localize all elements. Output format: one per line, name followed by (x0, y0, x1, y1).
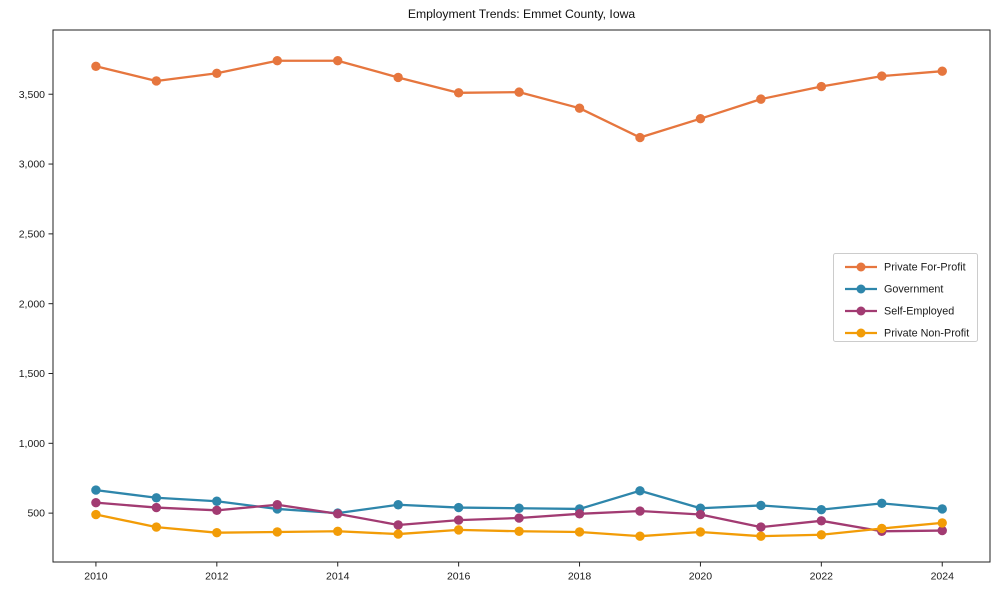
x-tick-label: 2010 (84, 571, 108, 583)
data-point-marker (877, 498, 887, 509)
series-private-for-profit (91, 56, 947, 143)
data-point-marker (877, 71, 887, 81)
series-private-non-profit (91, 509, 947, 541)
x-tick-label: 2016 (447, 571, 471, 583)
x-tick-label: 2014 (326, 571, 350, 583)
plot-frame (52, 29, 991, 563)
data-point-marker (151, 502, 162, 513)
legend-marker (856, 284, 866, 294)
data-point-marker (212, 505, 222, 516)
legend: Private For-Profit Government Self-Employe… (833, 253, 978, 342)
data-point-marker (151, 493, 162, 503)
data-point-marker (453, 502, 464, 513)
legend-entry-self-employed: Self-Employed (845, 306, 954, 318)
legend-marker (856, 306, 866, 316)
x-tick-label: 2018 (568, 571, 592, 583)
legend-label: Private For-Profit (884, 262, 966, 274)
data-point-marker (393, 529, 403, 539)
data-point-marker (453, 515, 464, 525)
data-point-marker (937, 66, 947, 76)
legend-label: Government (884, 284, 943, 296)
data-point-marker (393, 500, 403, 510)
data-point-marker (91, 61, 101, 72)
x-tick-label: 2020 (689, 571, 713, 583)
chart-title: Employment Trends: Emmet County, Iowa (407, 7, 636, 21)
data-point-marker (816, 516, 827, 526)
legend-marker (856, 262, 866, 272)
data-point-marker (635, 132, 645, 143)
y-tick-label: 3,500 (19, 89, 45, 101)
data-point-marker (333, 56, 343, 66)
series-self-employed (91, 497, 947, 536)
data-point-marker (514, 503, 524, 513)
data-point-marker (756, 522, 766, 532)
data-point-marker (514, 526, 524, 536)
data-point-marker (212, 527, 222, 538)
data-point-marker (695, 509, 706, 520)
legend-marker (856, 328, 866, 338)
y-tick-label: 500 (27, 508, 45, 520)
data-point-marker (756, 500, 766, 511)
y-tick-label: 3,000 (19, 159, 45, 171)
x-tick-label: 2012 (205, 571, 229, 583)
data-point-marker (816, 81, 827, 92)
data-point-marker (453, 88, 464, 98)
data-point-marker (212, 496, 222, 506)
data-point-marker (635, 486, 645, 496)
data-point-marker (333, 509, 343, 519)
data-point-marker (272, 500, 282, 510)
data-point-marker (393, 72, 403, 83)
data-point-marker (635, 506, 645, 516)
data-point-marker (514, 513, 524, 523)
legend-label: Private Non-Profit (884, 328, 969, 340)
data-point-marker (877, 523, 887, 534)
data-point-marker (333, 526, 343, 536)
data-point-marker (151, 76, 162, 86)
data-point-marker (756, 94, 766, 104)
data-point-marker (272, 527, 282, 537)
data-point-marker (635, 531, 645, 541)
data-point-marker (91, 497, 101, 508)
data-point-marker (816, 504, 827, 515)
legend-entry-private-for-profit: Private For-Profit (845, 262, 966, 274)
data-point-marker (816, 530, 827, 540)
series-line (94, 59, 944, 139)
data-point-marker (937, 525, 947, 536)
data-point-marker (574, 509, 585, 519)
y-tick-label: 1,500 (19, 368, 45, 380)
y-tick-label: 1,000 (19, 438, 45, 450)
data-point-marker (151, 522, 162, 532)
data-point-marker (453, 525, 464, 535)
data-point-marker (695, 113, 706, 124)
x-tick-label: 2024 (931, 571, 955, 583)
data-point-marker (272, 56, 282, 66)
x-axis: 2010 2012 2014 2016 2018 2020 2022 2024 (84, 562, 954, 583)
x-tick-label: 2022 (810, 571, 834, 583)
y-tick-label: 2,000 (19, 298, 45, 310)
data-point-marker (695, 527, 706, 537)
legend-entry-private-non-profit: Private Non-Profit (845, 328, 969, 340)
legend-label: Self-Employed (884, 306, 954, 318)
y-tick-label: 2,500 (19, 228, 45, 240)
legend-entry-government: Government (845, 284, 943, 296)
data-point-marker (393, 520, 403, 530)
data-point-marker (937, 504, 947, 514)
data-point-marker (756, 531, 766, 541)
data-point-marker (514, 87, 524, 97)
data-point-marker (91, 509, 101, 520)
data-point-marker (212, 68, 222, 78)
data-point-marker (574, 103, 585, 113)
data-point-marker (937, 518, 947, 528)
legend-box (833, 253, 978, 342)
data-point-marker (574, 527, 585, 537)
data-point-marker (91, 485, 101, 495)
y-axis: 500 1,000 1,500 2,000 2,500 3,000 3,500 (19, 89, 53, 520)
